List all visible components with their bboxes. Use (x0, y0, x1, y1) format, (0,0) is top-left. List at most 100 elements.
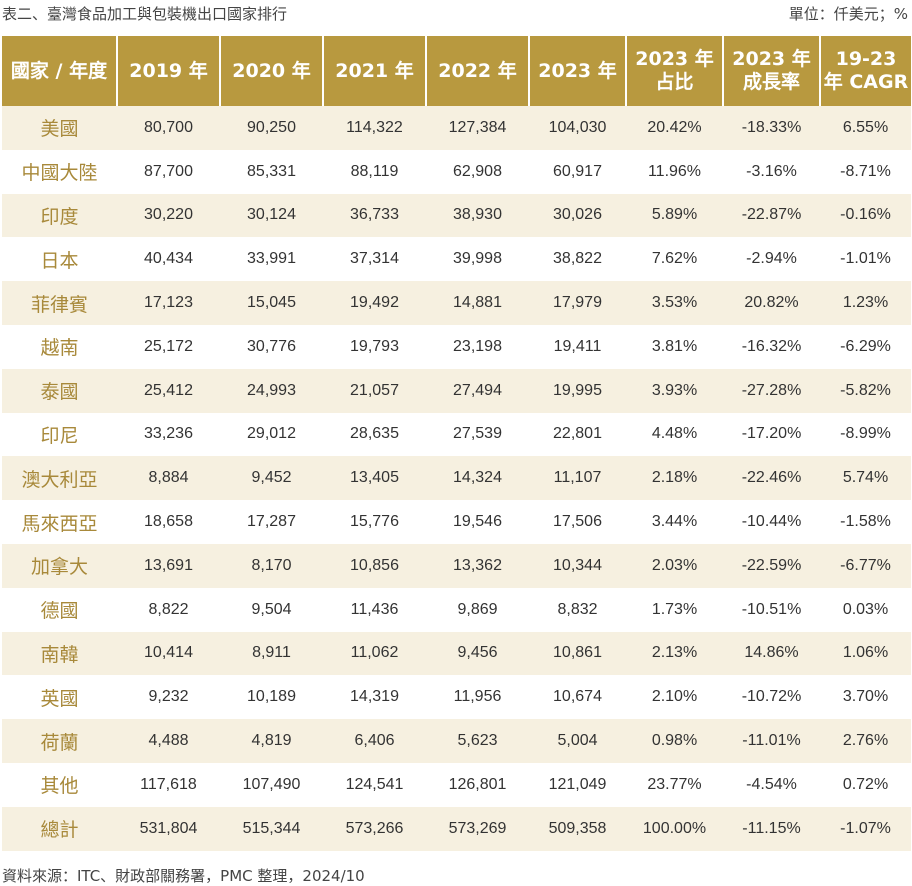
value-cell: 10,414 (117, 631, 220, 676)
value-cell: 1.06% (820, 631, 911, 676)
column-header-line: 年 CAGR (823, 71, 909, 93)
value-cell: 8,832 (529, 587, 626, 632)
value-cell: -6.77% (820, 543, 911, 588)
value-cell: 531,804 (117, 806, 220, 851)
value-cell: -5.82% (820, 368, 911, 413)
value-cell: -6.29% (820, 324, 911, 369)
value-cell: 3.44% (626, 500, 723, 544)
value-cell: 17,123 (117, 281, 220, 325)
value-cell: 0.98% (626, 719, 723, 763)
value-cell: 117,618 (117, 762, 220, 807)
value-cell: -16.32% (723, 324, 820, 369)
value-cell: -8.71% (820, 149, 911, 194)
table-row: 英國 9,232 10,189 14,319 11,956 10,674 2.10% -10.… (2, 675, 911, 720)
value-cell: 573,269 (426, 806, 529, 851)
country-cell: 南韓 (2, 631, 117, 676)
table-row: 印度 30,220 30,124 36,733 38,930 30,026 5.89% -22… (2, 193, 911, 238)
value-cell: 0.72% (820, 762, 911, 807)
value-cell: 19,793 (323, 324, 426, 369)
value-cell: 23,198 (426, 324, 529, 369)
value-cell: 126,801 (426, 762, 529, 807)
table-row: 其他 117,618 107,490 124,541 126,801 121,049 23.… (2, 762, 911, 807)
value-cell: 30,220 (117, 193, 220, 238)
country-cell: 總計 (2, 806, 117, 851)
value-cell: 2.10% (626, 675, 723, 720)
value-cell: 17,287 (220, 500, 323, 544)
value-cell: 4.48% (626, 412, 723, 457)
column-header: 2023 年占比 (626, 36, 724, 106)
value-cell: 14,319 (323, 675, 426, 720)
value-cell: 3.81% (626, 324, 723, 369)
value-cell: 87,700 (117, 149, 220, 194)
value-cell: -22.46% (723, 456, 820, 501)
table-row: 中國大陸 87,700 85,331 88,119 62,908 60,917 11.96%… (2, 149, 911, 194)
value-cell: 10,861 (529, 631, 626, 676)
value-cell: -8.99% (820, 412, 911, 457)
value-cell: 8,884 (117, 456, 220, 501)
value-cell: -10.51% (723, 587, 820, 632)
table-row: 加拿大 13,691 8,170 10,856 13,362 10,344 2.03% -22… (2, 543, 911, 588)
value-cell: 18,658 (117, 500, 220, 544)
value-cell: 38,822 (529, 237, 626, 282)
value-cell: -1.01% (820, 237, 911, 282)
column-header: 2023 年成長率 (723, 36, 821, 106)
value-cell: 33,991 (220, 237, 323, 282)
value-cell: 4,488 (117, 719, 220, 763)
country-cell: 越南 (2, 324, 117, 369)
table-row: 越南 25,172 30,776 19,793 23,198 19,411 3.81% -16… (2, 324, 911, 369)
value-cell: -2.94% (723, 237, 820, 282)
value-cell: 573,266 (323, 806, 426, 851)
value-cell: 11,956 (426, 675, 529, 720)
column-header: 2021 年 (323, 36, 427, 106)
value-cell: -0.16% (820, 193, 911, 238)
value-cell: -10.44% (723, 500, 820, 544)
value-cell: 15,776 (323, 500, 426, 544)
value-cell: 20.82% (723, 281, 820, 325)
value-cell: 3.93% (626, 368, 723, 413)
value-cell: 13,362 (426, 543, 529, 588)
value-cell: 8,911 (220, 631, 323, 676)
value-cell: 8,822 (117, 587, 220, 632)
value-cell: -18.33% (723, 106, 820, 150)
value-cell: 9,869 (426, 587, 529, 632)
value-cell: 20.42% (626, 106, 723, 150)
column-header-line: 19-23 (835, 48, 897, 70)
value-cell: -4.54% (723, 762, 820, 807)
value-cell: 3.53% (626, 281, 723, 325)
header-row: 國家 / 年度 2019 年 2020 年 2021 年 2022 年 2023 年 202… (2, 36, 911, 106)
value-cell: 5,004 (529, 719, 626, 763)
table-row: 印尼 33,236 29,012 28,635 27,539 22,801 4.48% -17… (2, 412, 911, 457)
value-cell: 30,124 (220, 193, 323, 238)
country-cell: 菲律賓 (2, 281, 117, 325)
value-cell: 21,057 (323, 368, 426, 413)
column-header-line: 成長率 (742, 71, 800, 93)
value-cell: 37,314 (323, 237, 426, 282)
column-header: 19-23 年 CAGR (820, 36, 911, 106)
value-cell: 0.03% (820, 587, 911, 632)
value-cell: 36,733 (323, 193, 426, 238)
value-cell: 25,412 (117, 368, 220, 413)
table-row: 德國 8,822 9,504 11,436 9,869 8,832 1.73% -10.51%… (2, 587, 911, 632)
value-cell: 14.86% (723, 631, 820, 676)
column-header-line: 2023 年 (538, 59, 617, 82)
table-row: 日本 40,434 33,991 37,314 39,998 38,822 7.62% -2.… (2, 237, 911, 282)
value-cell: 17,979 (529, 281, 626, 325)
value-cell: -1.07% (820, 806, 911, 851)
value-cell: 121,049 (529, 762, 626, 807)
value-cell: 2.03% (626, 543, 723, 588)
value-cell: 10,189 (220, 675, 323, 720)
country-cell: 日本 (2, 237, 117, 282)
column-header: 2019 年 (117, 36, 221, 106)
value-cell: 17,506 (529, 500, 626, 544)
column-header-line: 2022 年 (438, 59, 517, 82)
value-cell: 104,030 (529, 106, 626, 150)
column-header: 2023 年 (529, 36, 627, 106)
table-row: 澳大利亞 8,884 9,452 13,405 14,324 11,107 2.18% -22… (2, 456, 911, 501)
value-cell: 5,623 (426, 719, 529, 763)
column-header-line: 2021 年 (335, 59, 414, 82)
value-cell: 1.73% (626, 587, 723, 632)
column-header-line: 2019 年 (129, 59, 208, 82)
value-cell: 22,801 (529, 412, 626, 457)
value-cell: 62,908 (426, 149, 529, 194)
value-cell: 13,691 (117, 543, 220, 588)
